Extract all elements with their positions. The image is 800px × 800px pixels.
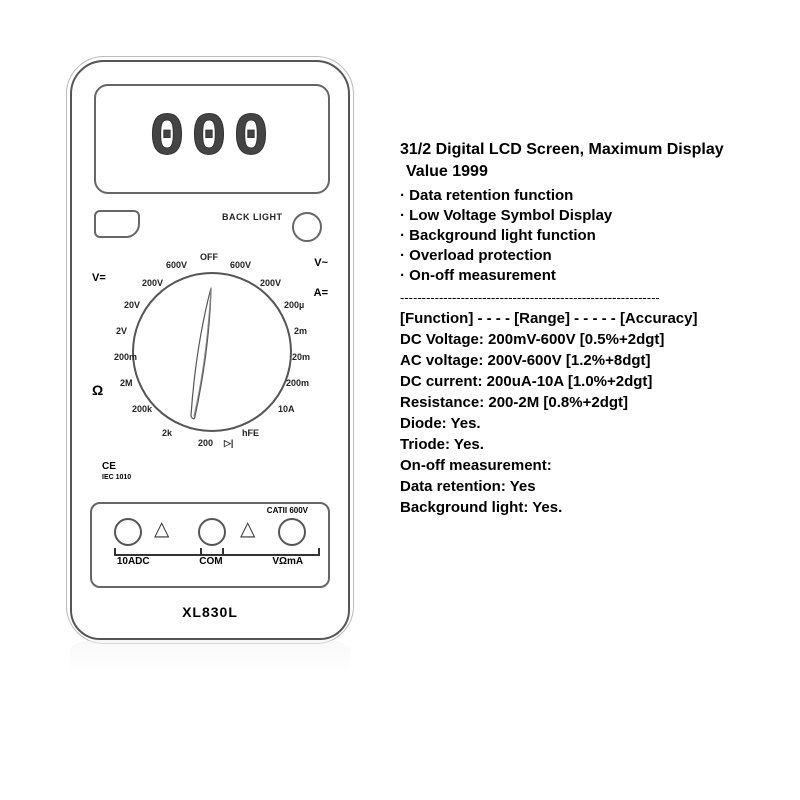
spec-bullet: On-off measurement [400, 266, 790, 286]
lcd-value: 000 [149, 105, 275, 173]
reflection [70, 640, 350, 682]
spec-bullet: Overload protection [400, 246, 790, 266]
spec-row: Triode: Yes. [400, 434, 790, 455]
model-number: XL830L [72, 604, 348, 620]
dial-off: OFF [200, 252, 218, 262]
spec-row: Resistance: 200-2M [0.8%+2dgt] [400, 392, 790, 413]
spec-row: DC Voltage: 200mV-600V [0.5%+2dgt] [400, 329, 790, 350]
dial-pos: 600V [166, 260, 187, 270]
port-voma[interactable] [278, 518, 306, 546]
ce-mark: CE IEC 1010 [102, 462, 131, 483]
dial-pos: 2V [116, 326, 127, 336]
dial-pos: 200k [132, 404, 152, 414]
dial-pos: 20V [124, 300, 140, 310]
backlight-button[interactable] [292, 212, 322, 242]
dial-pos: 200m [286, 378, 309, 388]
spec-bullet: Data retention function [400, 186, 790, 206]
dial-pos: 200µ [284, 300, 304, 310]
page: 000 BACK LIGHT V= V~ A= Ω CE IEC 1010 [0, 0, 800, 800]
spec-panel: 31/2 Digital LCD Screen, Maximum Display… [400, 0, 800, 800]
dial-pos: hFE [242, 428, 259, 438]
backlight-label: BACK LIGHT [222, 212, 283, 222]
spec-title-line2: Value 1999 [400, 162, 790, 182]
port-labels: 10ADC COM VΩmA [92, 556, 328, 567]
dial-pos: 200V [260, 278, 281, 288]
rotary-dial[interactable]: OFF 600V 600V 200V 200V 20V 200µ 2V 2m 2… [102, 242, 322, 462]
dial-pos: 200m [114, 352, 137, 362]
spec-bullet: Background light function [400, 226, 790, 246]
port-label-10adc: 10ADC [117, 556, 150, 567]
dial-pos: 2k [162, 428, 172, 438]
divider-dashes: ----------------------------------------… [400, 290, 790, 305]
port-label-com: COM [199, 556, 222, 567]
warning-icon: △ [240, 516, 255, 541]
dial-pos: 10A [278, 404, 295, 414]
dial-pos: 2m [294, 326, 307, 336]
port-panel: CATII 600V △ △ 10ADC COM VΩmA [90, 502, 330, 588]
hold-button[interactable] [94, 210, 140, 238]
ce-text: CE [102, 461, 116, 472]
dial-pos: 20m [292, 352, 310, 362]
dial-pos: 2M [120, 378, 133, 388]
port-com[interactable] [198, 518, 226, 546]
warning-icon: △ [154, 516, 169, 541]
spec-row: On-off measurement: [400, 455, 790, 476]
spec-title-line1: 31/2 Digital LCD Screen, Maximum Display [400, 140, 790, 160]
iec-text: IEC 1010 [102, 474, 131, 481]
dial-pos: 600V [230, 260, 251, 270]
spec-row: AC voltage: 200V-600V [1.2%+8dgt] [400, 350, 790, 371]
spec-row: Data retention: Yes [400, 476, 790, 497]
lcd-screen: 000 [94, 84, 330, 194]
multimeter-illustration: 000 BACK LIGHT V= V~ A= Ω CE IEC 1010 [0, 0, 400, 800]
dial-pos: 200 [198, 438, 213, 448]
spec-row: Diode: Yes. [400, 413, 790, 434]
spec-row: Background light: Yes. [400, 497, 790, 518]
port-label-voma: VΩmA [272, 556, 303, 567]
meter-body: 000 BACK LIGHT V= V~ A= Ω CE IEC 1010 [70, 60, 350, 640]
diode-icon: ▷| [224, 438, 233, 449]
spec-bullet: Low Voltage Symbol Display [400, 206, 790, 226]
dial-pos: 200V [142, 278, 163, 288]
port-bracket [200, 548, 320, 556]
spec-row: DC current: 200uA-10A [1.0%+2dgt] [400, 371, 790, 392]
cat-rating: CATII 600V [267, 506, 308, 515]
port-10a[interactable] [114, 518, 142, 546]
spec-header-row: [Function] - - - - [Range] - - - - - [Ac… [400, 309, 790, 329]
